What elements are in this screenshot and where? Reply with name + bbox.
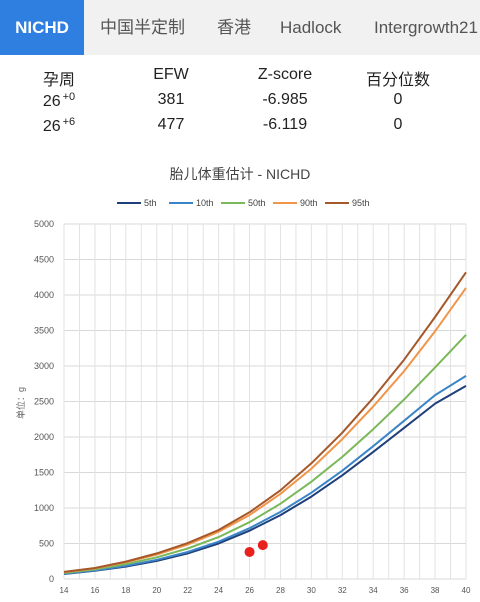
- table-row: 26 +6 477 -6.119 0: [0, 114, 480, 139]
- efw-cell: 381: [157, 91, 185, 108]
- chart-grid: [63, 223, 467, 580]
- x-tick-label: 18: [121, 586, 130, 595]
- series-line-10th: [63, 375, 467, 575]
- x-tick-label: 28: [276, 586, 285, 595]
- chart-series: [63, 271, 467, 575]
- y-tick-label: 5000: [34, 219, 54, 229]
- x-tick-label: 20: [152, 586, 161, 595]
- legend-label-10th: 10th: [196, 198, 214, 208]
- tab-intergrowth[interactable]: Intergrowth21: [374, 18, 478, 37]
- y-axis-label: 单位：g: [15, 387, 26, 419]
- gestational-week-cell: 26 +0: [14, 91, 104, 111]
- y-tick-label: 1500: [34, 468, 54, 478]
- day-value: +0: [62, 91, 76, 103]
- tab-china-semi-custom[interactable]: 中国半定制: [100, 18, 185, 37]
- y-tick-label: 0: [49, 574, 54, 584]
- y-tick-label: 500: [39, 539, 54, 549]
- efw-chart-svg: 胎儿体重估计 - NICHD 5th 10th 50th 90th 95th 0 500 1…: [15, 166, 471, 595]
- results-header-row: 孕周 EFW Z-score 百分位数: [0, 64, 480, 89]
- day-value: +6: [62, 116, 76, 128]
- x-axis-ticks: 14 16 18 20 22 24 26 28 30 32 34 36 38 40: [60, 586, 471, 595]
- zscore-cell: -6.985: [262, 91, 308, 108]
- results-table: 孕周 EFW Z-score 百分位数 26 +0 381 -6.985 0 26…: [0, 64, 480, 139]
- chart-title: 胎儿体重估计 - NICHD: [170, 166, 311, 182]
- y-tick-label: 4000: [34, 290, 54, 300]
- legend-label-90th: 90th: [300, 198, 318, 208]
- x-tick-label: 16: [90, 586, 99, 595]
- header-percentile: 百分位数: [365, 72, 430, 89]
- x-tick-label: 40: [462, 586, 471, 595]
- percentile-cell: 0: [393, 116, 403, 133]
- y-tick-label: 3000: [34, 361, 54, 371]
- y-axis-ticks: 0 500 1000 1500 2000 2500 3000 3500 4000 4500 5000: [34, 219, 54, 584]
- tab-nichd[interactable]: NICHD: [0, 0, 84, 55]
- week-value: 26: [42, 118, 61, 135]
- efw-chart: 胎儿体重估计 - NICHD 5th 10th 50th 90th 95th 0 500 1…: [0, 150, 480, 597]
- zscore-cell: -6.119: [262, 116, 308, 133]
- table-row: 26 +0 381 -6.985 0: [0, 89, 480, 114]
- x-tick-label: 22: [183, 586, 192, 595]
- y-tick-label: 3500: [34, 326, 54, 336]
- gestational-week-cell: 26 +6: [14, 116, 104, 136]
- measurement-point: [257, 540, 268, 551]
- efw-cell: 477: [157, 116, 185, 133]
- x-tick-label: 26: [245, 586, 254, 595]
- y-tick-label: 2500: [34, 397, 54, 407]
- tab-bar: NICHD 中国半定制 香港 Hadlock Intergrowth21: [0, 0, 480, 55]
- measurement-point: [244, 546, 255, 557]
- week-value: 26: [42, 93, 61, 110]
- chart-legend: 5th 10th 50th 90th 95th: [117, 198, 370, 208]
- x-tick-label: 24: [214, 586, 223, 595]
- header-zscore: Z-score: [257, 66, 313, 83]
- x-tick-label: 32: [338, 586, 347, 595]
- tab-hongkong[interactable]: 香港: [217, 18, 251, 37]
- x-tick-label: 38: [431, 586, 440, 595]
- x-tick-label: 34: [369, 586, 378, 595]
- x-tick-label: 36: [400, 586, 409, 595]
- tab-hadlock[interactable]: Hadlock: [280, 18, 342, 37]
- series-line-50th: [63, 334, 467, 574]
- x-tick-label: 14: [60, 586, 69, 595]
- legend-label-5th: 5th: [144, 198, 157, 208]
- y-tick-label: 1000: [34, 503, 54, 513]
- y-tick-label: 2000: [34, 432, 54, 442]
- legend-label-95th: 95th: [352, 198, 370, 208]
- series-line-95th: [63, 271, 467, 573]
- measurement-points: [244, 540, 268, 557]
- percentile-cell: 0: [393, 91, 403, 108]
- y-tick-label: 4500: [34, 255, 54, 265]
- header-gestational-week: 孕周: [42, 72, 75, 89]
- legend-label-50th: 50th: [248, 198, 266, 208]
- header-efw: EFW: [153, 66, 189, 83]
- x-tick-label: 30: [307, 586, 316, 595]
